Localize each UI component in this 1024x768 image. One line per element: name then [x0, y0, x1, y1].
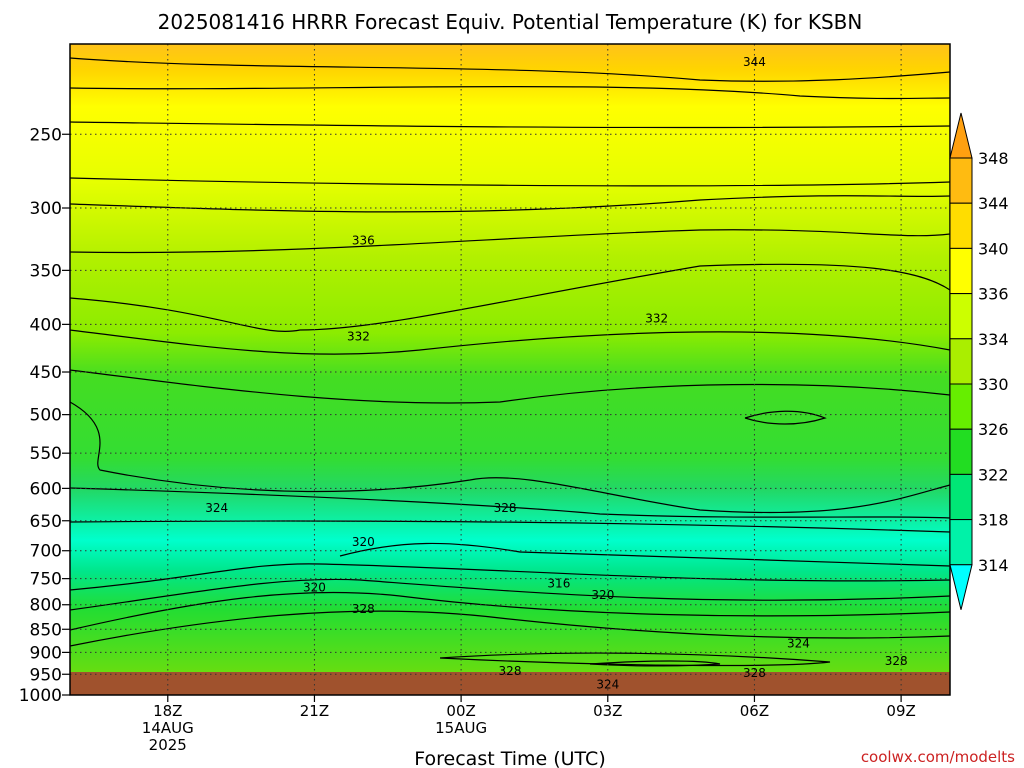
contour-label: 336 [352, 233, 375, 247]
y-axis: 250 300 350 400 450 500 550 600 650 700 750 800 850 9… [19, 125, 70, 706]
contour-line [69, 329, 951, 355]
y-tick-label: 500 [30, 406, 62, 426]
contour-line [69, 520, 951, 533]
x-tick-label: 18Z [153, 702, 182, 720]
contour-line [69, 369, 951, 404]
contour-line [69, 578, 951, 611]
contour-line [69, 57, 951, 82]
y-tick-label: 300 [30, 199, 62, 219]
contour-label: 332 [645, 311, 668, 325]
contour-line [69, 195, 951, 213]
contour-label: 344 [743, 55, 766, 69]
colorbar-band [949, 202, 973, 249]
colorbar-band [949, 157, 973, 204]
contour-line [69, 177, 951, 187]
contour-line [69, 85, 951, 100]
colorbar-label: 318 [978, 511, 1009, 530]
x-tick-label: 06Z [740, 702, 769, 720]
y-tick-label: 950 [30, 665, 62, 685]
contour-line [744, 410, 827, 425]
x-tick-sublabel: 2025 [149, 736, 187, 754]
colorbar-band [949, 293, 973, 340]
colorbar-band [949, 519, 973, 566]
contour-label: 332 [347, 329, 370, 343]
contour-line [69, 401, 951, 514]
contour-label: 328 [352, 602, 375, 616]
y-tick-label: 700 [30, 542, 62, 562]
contour-line [69, 591, 951, 631]
x-tick-sublabel: 15AUG [435, 719, 487, 737]
y-tick-label: 400 [30, 315, 62, 335]
colorbar-band [949, 383, 973, 430]
x-axis-label: Forecast Time (UTC) [414, 748, 605, 768]
contour-labels: 344 336 332 332 324 328 320 316 320 320 328 324 328 3… [205, 55, 908, 692]
contour-line [69, 610, 951, 647]
x-tick-label: 00Z [446, 702, 475, 720]
contour-line [589, 660, 721, 667]
colorbar-band [949, 428, 973, 475]
colorbar-label: 322 [978, 465, 1009, 484]
contour-line [69, 263, 951, 333]
y-tick-label: 550 [30, 444, 62, 464]
y-tick-label: 350 [30, 261, 62, 281]
contour-label: 324 [787, 636, 810, 650]
contour-label: 328 [885, 654, 908, 668]
grid-lines [70, 44, 950, 695]
contour-line [339, 542, 951, 567]
colorbar-band [949, 338, 973, 385]
colorbar-bottom-arrow [949, 564, 973, 610]
colorbar-label: 334 [978, 330, 1009, 349]
y-tick-label: 600 [30, 479, 62, 499]
x-tick-label: 21Z [300, 702, 329, 720]
ground-band [70, 672, 950, 695]
plot-area: 344 336 332 332 324 328 320 316 320 320 328 324 328 3… [69, 43, 951, 696]
colorbar-label: 344 [978, 194, 1009, 213]
colorbar-label: 348 [978, 149, 1009, 168]
contour-line [69, 121, 951, 129]
y-tick-label: 250 [30, 125, 62, 145]
y-tick-label: 850 [30, 620, 62, 640]
contour-label: 328 [494, 501, 517, 515]
y-tick-label: 800 [30, 596, 62, 616]
y-tick-label: 750 [30, 570, 62, 590]
colorbar-label: 336 [978, 285, 1009, 304]
colorbar-label: 326 [978, 420, 1009, 439]
colorbar-label: 314 [978, 556, 1009, 575]
y-tick-label: 650 [30, 512, 62, 532]
colorbar: 348 344 340 336 334 330 326 322 318 314 [949, 112, 1009, 610]
contour-lines [69, 57, 951, 667]
colorbar-band [949, 473, 973, 521]
theta-field [70, 44, 950, 672]
contour-label: 324 [205, 501, 228, 515]
x-tick-sublabel: 14AUG [142, 719, 194, 737]
x-tick-label: 09Z [886, 702, 915, 720]
contour-label: 316 [547, 576, 570, 590]
contour-label: 320 [303, 581, 326, 595]
y-tick-label: 450 [30, 363, 62, 383]
contour-label: 324 [596, 677, 619, 691]
chart-title: 2025081416 HRRR Forecast Equiv. Potentia… [158, 10, 863, 34]
x-tick-label: 03Z [593, 702, 622, 720]
contour-label: 320 [591, 588, 614, 602]
contour-label: 320 [352, 535, 375, 549]
watermark: coolwx.com/modelts [861, 748, 1015, 766]
colorbar-band [949, 247, 973, 295]
contour-label: 328 [499, 664, 522, 678]
contour-line [69, 229, 951, 254]
colorbar-label: 330 [978, 375, 1009, 394]
y-tick-label: 1000 [19, 686, 62, 706]
contour-line [69, 563, 951, 591]
y-tick-label: 900 [30, 643, 62, 663]
contour-label: 328 [743, 666, 766, 680]
colorbar-label: 340 [978, 239, 1009, 258]
colorbar-top-arrow [949, 112, 973, 159]
contour-line [69, 487, 951, 519]
